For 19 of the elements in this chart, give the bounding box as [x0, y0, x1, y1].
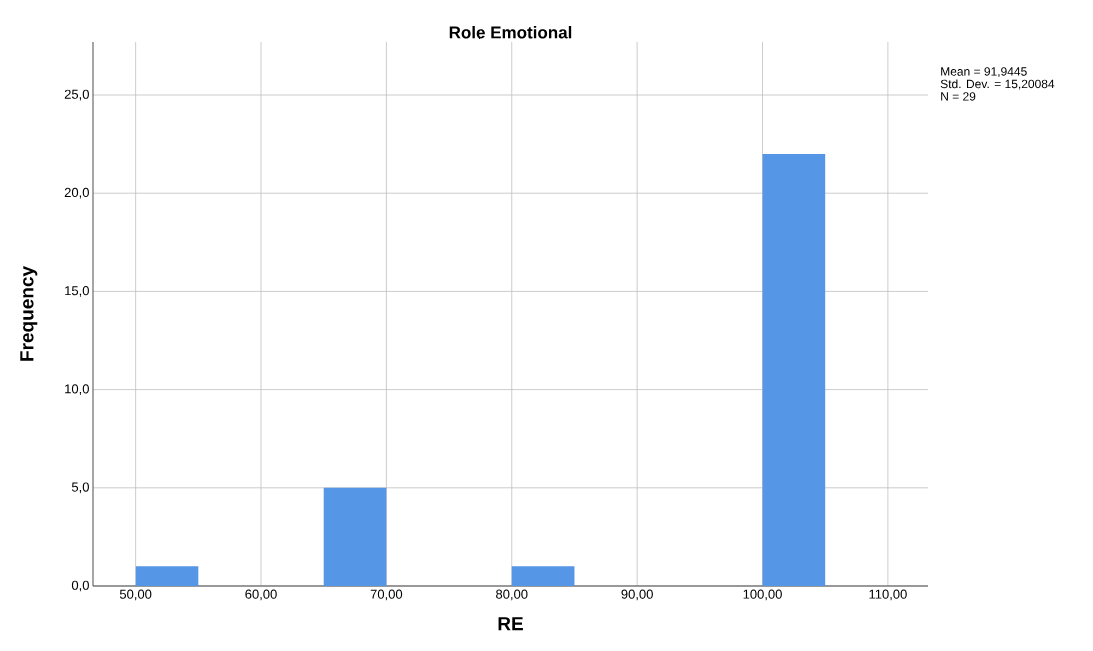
x-tick-label: 90,00 — [621, 589, 653, 601]
y-tick-label: 10,0 — [65, 384, 89, 395]
y-tick-label: 0,0 — [71, 580, 89, 592]
x-axis-title: RE — [498, 617, 523, 631]
x-tick-label: 100,00 — [743, 589, 782, 601]
text: N = 29 — [941, 92, 976, 101]
x-tick-label: 50,00 — [119, 589, 152, 601]
x-tick-label: 80,00 — [496, 589, 528, 601]
y-tick-label: 15,0 — [65, 286, 89, 297]
y-axis-title: Frequency — [20, 266, 38, 361]
y-tick-label: 20,0 — [64, 187, 89, 199]
text: Std. Dev. = 15,20084 — [940, 79, 1055, 90]
text: Mean = 91,9445 — [941, 67, 1027, 78]
x-tick-label: 110,00 — [869, 589, 907, 601]
y-tick-label: 5,0 — [71, 482, 89, 494]
x-tick-label: 70,00 — [370, 589, 403, 601]
chart-title: Role Emotional — [449, 25, 572, 39]
y-tick-label: 25,0 — [64, 89, 89, 101]
x-tick-label: 60,00 — [245, 589, 277, 601]
